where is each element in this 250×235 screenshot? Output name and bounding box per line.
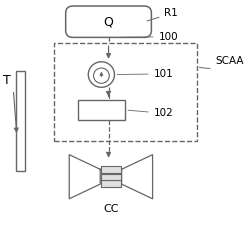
Polygon shape xyxy=(122,155,152,199)
Text: CC: CC xyxy=(103,204,119,214)
Text: R1: R1 xyxy=(147,8,178,21)
Text: 102: 102 xyxy=(128,108,174,118)
Bar xyxy=(101,166,121,172)
Text: Q: Q xyxy=(104,15,114,28)
Bar xyxy=(54,43,197,141)
Polygon shape xyxy=(69,155,100,199)
Bar xyxy=(16,71,25,171)
Text: 101: 101 xyxy=(117,69,174,79)
Bar xyxy=(101,174,121,180)
Circle shape xyxy=(88,62,115,87)
FancyBboxPatch shape xyxy=(66,6,152,37)
Bar xyxy=(78,100,125,120)
Text: T: T xyxy=(4,74,11,87)
Text: 100: 100 xyxy=(121,32,178,42)
Bar xyxy=(101,180,121,187)
Text: SCAA: SCAA xyxy=(199,56,244,68)
Circle shape xyxy=(94,68,109,83)
